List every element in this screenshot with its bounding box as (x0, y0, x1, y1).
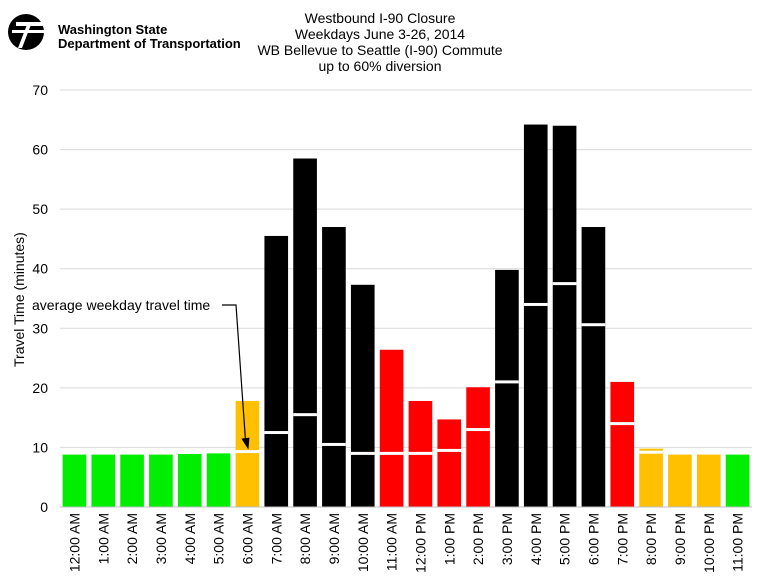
chart-title-line: WB Bellevue to Seattle (I-90) Commute (257, 42, 503, 58)
logo-text-line2: Department of Transportation (58, 36, 241, 51)
average-marker (408, 451, 433, 455)
x-tick-label: 9:00 PM (672, 513, 688, 565)
bar (523, 124, 548, 508)
chart-title-line: Westbound I-90 Closure (304, 10, 456, 26)
y-tick-label: 60 (32, 142, 48, 158)
bar (379, 349, 404, 507)
bar (177, 453, 202, 507)
bar (581, 227, 606, 507)
x-tick-label: 2:00 PM (470, 513, 486, 565)
average-marker (322, 442, 346, 446)
average-marker (350, 451, 375, 455)
bar (552, 125, 577, 507)
y-tick-label: 10 (32, 439, 48, 455)
bar (437, 419, 462, 507)
average-weekday-annotation: average weekday travel time (32, 297, 211, 313)
average-marker (437, 448, 462, 452)
bar (120, 454, 144, 507)
y-tick-label: 20 (32, 380, 48, 396)
y-tick-label: 0 (40, 499, 48, 515)
x-tick-label: 7:00 AM (268, 513, 284, 564)
y-tick-label: 40 (32, 261, 48, 277)
bar (91, 454, 116, 507)
x-tick-label: 8:00 PM (643, 513, 659, 565)
x-tick-label: 9:00 AM (326, 513, 342, 564)
x-tick-label: 10:00 AM (355, 513, 371, 572)
x-tick-label: 12:00 AM (66, 513, 82, 572)
x-tick-label: 10:00 PM (701, 513, 717, 573)
x-tick-label: 3:00 AM (153, 513, 169, 564)
average-marker (523, 302, 548, 306)
bar (149, 454, 173, 507)
average-marker (379, 451, 404, 455)
y-tick-label: 30 (32, 320, 48, 336)
average-marker (293, 413, 317, 417)
x-tick-label: 6:00 AM (239, 513, 255, 564)
x-tick-label: 12:00 PM (412, 513, 428, 573)
bar (264, 235, 289, 507)
average-marker (264, 431, 289, 435)
x-tick-label: 2:00 AM (124, 513, 140, 564)
x-tick-label: 1:00 PM (441, 513, 457, 565)
x-tick-label: 8:00 AM (297, 513, 313, 564)
chart-title: Westbound I-90 Closure Weekdays June 3-2… (230, 10, 530, 74)
x-tick-label: 5:00 AM (211, 513, 227, 564)
wsdot-logo: Washington State Department of Transport… (6, 10, 246, 54)
bar (466, 387, 490, 507)
logo-text-line1: Washington State (58, 22, 168, 37)
bar (668, 454, 692, 507)
bar (639, 448, 663, 507)
x-tick-label: 5:00 PM (557, 513, 573, 565)
bar (495, 269, 519, 507)
x-tick-label: 11:00 AM (384, 513, 400, 571)
bar (293, 158, 317, 507)
x-tick-label: 1:00 AM (95, 513, 111, 564)
wsdot-logo-icon (8, 14, 46, 50)
average-marker (639, 450, 663, 454)
bar (322, 227, 346, 507)
x-tick-label: 4:00 AM (182, 513, 198, 564)
y-tick-label: 70 (32, 82, 48, 98)
bar (235, 400, 260, 507)
bar (62, 454, 87, 507)
x-tick-label: 11:00 PM (730, 513, 746, 572)
average-marker (581, 323, 606, 327)
chart-title-line: up to 60% diversion (318, 58, 442, 74)
annotation-arrowhead (241, 437, 250, 450)
bar (610, 381, 635, 507)
average-marker (610, 422, 635, 426)
x-tick-label: 7:00 PM (614, 513, 630, 565)
bar (696, 454, 721, 507)
chart-title-line: Weekdays June 3-26, 2014 (294, 26, 466, 42)
bar (350, 284, 375, 507)
x-tick-label: 3:00 PM (499, 513, 515, 565)
x-tick-label: 6:00 PM (585, 513, 601, 565)
average-marker (495, 380, 519, 384)
bar (206, 453, 231, 507)
annotation-leader (222, 304, 247, 440)
average-marker (552, 282, 577, 286)
bar (725, 454, 750, 507)
average-marker (235, 450, 260, 454)
y-tick-label: 50 (32, 201, 48, 217)
x-tick-label: 4:00 PM (528, 513, 544, 565)
average-marker (466, 428, 490, 432)
